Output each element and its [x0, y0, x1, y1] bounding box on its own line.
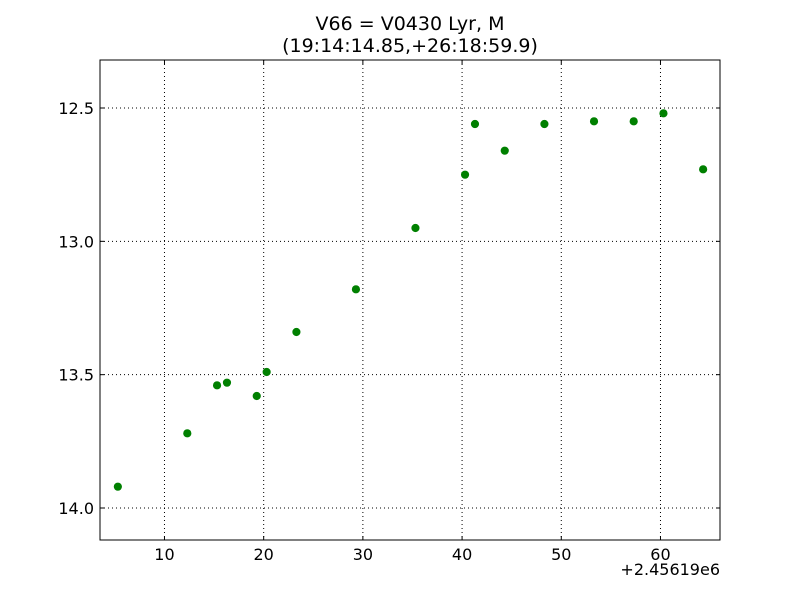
x-tick-label: 20 [254, 545, 274, 564]
data-point [212, 381, 222, 390]
plot-area [100, 60, 720, 540]
data-point [252, 391, 261, 401]
data-point [351, 285, 361, 294]
data-point [500, 146, 509, 155]
data-point [659, 109, 668, 118]
x-offset-label: +2.45619e6 [620, 560, 720, 579]
tick-labels: 10 20 30 40 50 60 12.5 13.0 13.5 14.0 [58, 99, 670, 564]
data-points [113, 109, 708, 491]
chart-subtitle: (19:14:14.85,+26:18:59.9) [282, 35, 538, 57]
data-point [292, 327, 301, 337]
x-tick-label: 40 [452, 545, 472, 564]
x-tick-label: 60 [650, 545, 670, 564]
axis-ticks [100, 60, 720, 540]
data-point [460, 170, 470, 179]
plot-border [99, 59, 721, 541]
data-point [183, 429, 192, 438]
data-point [113, 482, 122, 491]
data-point [589, 117, 599, 126]
y-tick-label: 13.0 [58, 232, 94, 251]
y-tick-label: 12.5 [58, 99, 94, 118]
y-tick-label: 13.5 [58, 366, 94, 385]
grid [100, 60, 720, 540]
y-tick-label: 14.0 [58, 499, 94, 518]
chart-title: V66 = V0430 Lyr, M [316, 13, 505, 35]
x-tick-label: 50 [551, 545, 571, 564]
data-point [540, 119, 549, 129]
x-tick-label: 30 [353, 545, 373, 564]
data-point [470, 119, 480, 129]
x-tick-label: 10 [154, 545, 174, 564]
data-point [699, 165, 708, 174]
data-point [262, 367, 271, 377]
data-point [411, 223, 420, 233]
data-point [222, 378, 232, 387]
data-point [629, 117, 638, 126]
